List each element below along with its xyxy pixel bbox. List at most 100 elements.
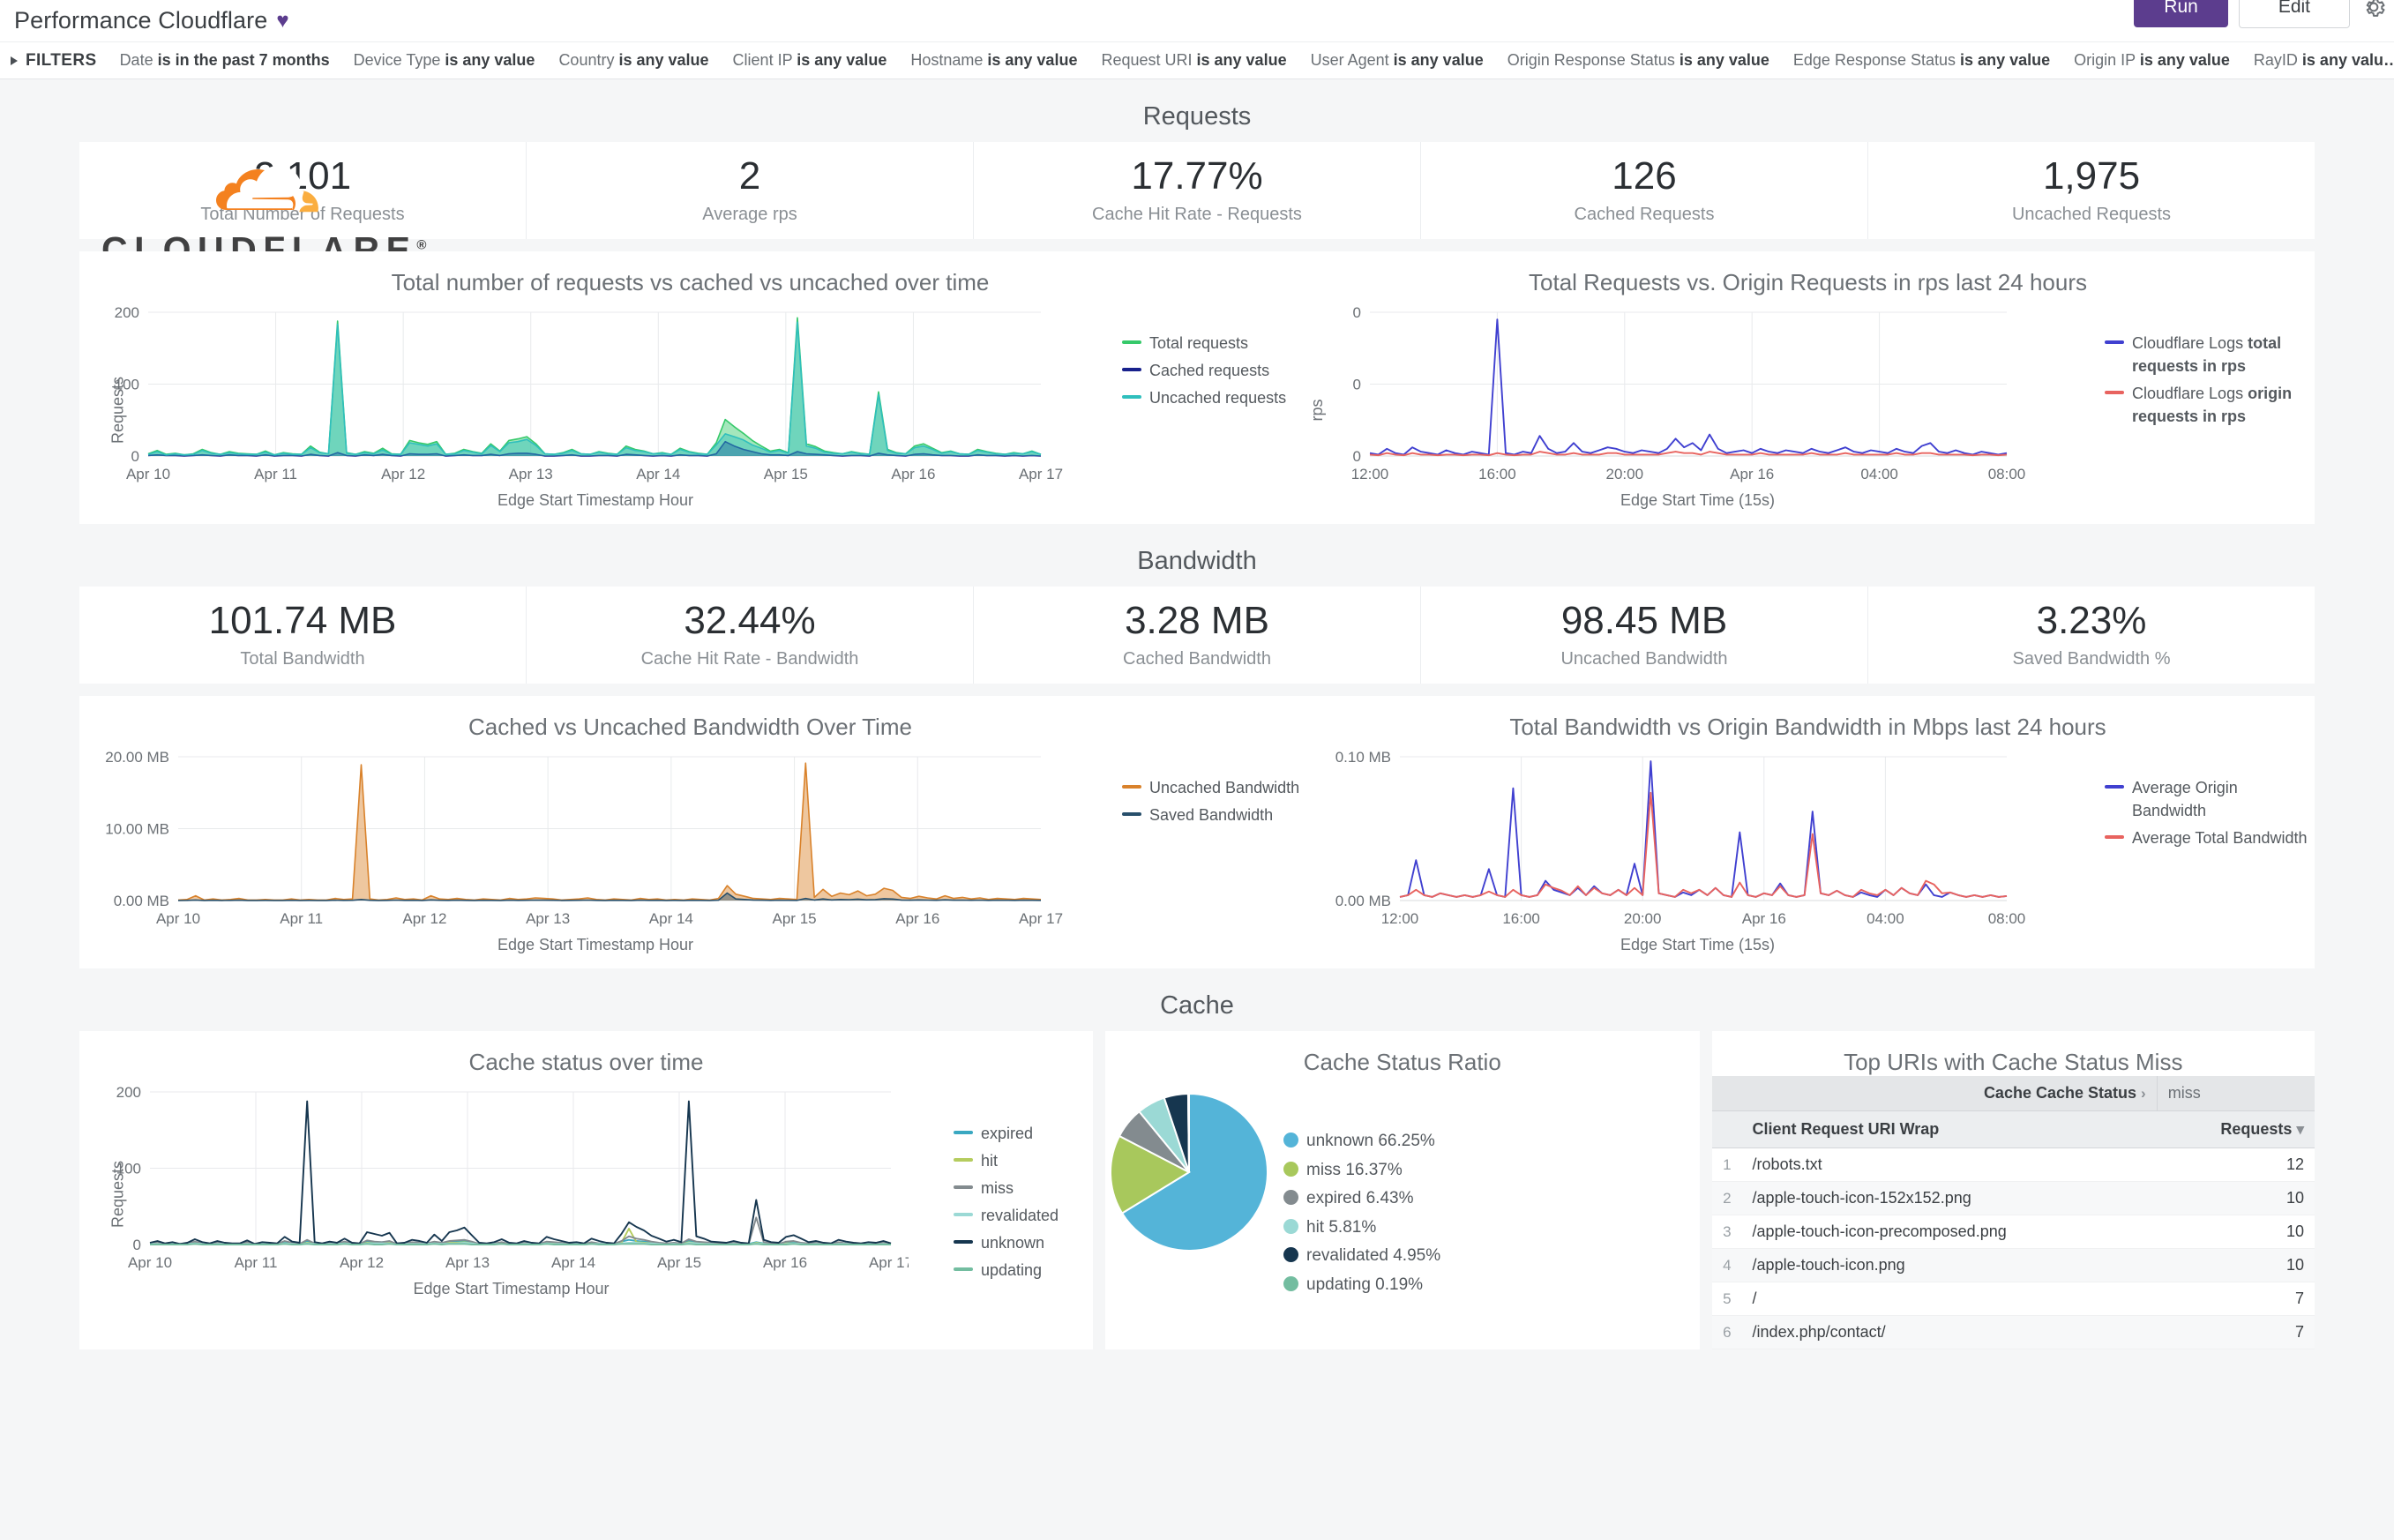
kpi-tile[interactable]: 98.45 MB Uncached Bandwidth — [1421, 587, 1868, 684]
filter-chip[interactable]: Origin Response Status is any value — [1507, 51, 1769, 69]
heart-icon[interactable]: ♥ — [276, 8, 289, 33]
legend-item[interactable]: expired 6.43% — [1283, 1186, 1520, 1211]
kpi-label: Cached Requests — [1574, 205, 1715, 225]
chart-panel-cache-status-over-time[interactable]: Cache status over time Requests 0 100 200 A… — [79, 1031, 1093, 1349]
row-uri[interactable]: / — [1741, 1282, 2158, 1316]
legend-swatch — [1283, 1275, 1298, 1291]
filter-chip[interactable]: RayID is any valu… — [2253, 51, 2394, 69]
kpi-tile[interactable]: 126 Cached Requests — [1421, 142, 1868, 239]
legend-label: updating 0.19% — [1306, 1275, 1424, 1294]
kpi-tile[interactable]: 3.23% Saved Bandwidth % — [1868, 587, 2315, 684]
table-group-header[interactable]: Cache Cache Status › — [1711, 1076, 2158, 1111]
legend-item[interactable]: Cloudflare Logs origin requests in rps — [2105, 382, 2315, 428]
row-uri[interactable]: /robots.txt — [1741, 1148, 2158, 1182]
filter-chip[interactable]: Hostname is any value — [910, 51, 1078, 69]
chevron-down-icon: ▾ — [2296, 1121, 2304, 1138]
svg-text:100: 100 — [115, 377, 139, 393]
legend-item[interactable]: expired — [954, 1122, 1093, 1145]
legend-swatch — [1122, 812, 1141, 817]
chart-area[interactable]: Requests 0 100 200 Apr 10 Apr 11 Apr 12 Apr 13… — [79, 1076, 943, 1312]
row-uri[interactable]: /index.php/contact/ — [1741, 1315, 2158, 1349]
filter-chip[interactable]: Date is in the past 7 months — [119, 51, 330, 69]
legend-item[interactable]: Average Origin Bandwidth — [2105, 776, 2315, 822]
row-uri[interactable]: /apple-touch-icon-precomposed.png — [1741, 1215, 2158, 1249]
row-uri[interactable]: /apple-touch-icon-152x152.png — [1741, 1181, 2158, 1215]
legend-item[interactable]: miss 16.37% — [1283, 1158, 1520, 1183]
legend-swatch — [954, 1267, 973, 1272]
legend-item[interactable]: updating — [954, 1259, 1093, 1282]
chart-area[interactable]: Requests 0 100 200 Apr 10 Apr 11 Apr 12 Apr 13… — [79, 296, 1111, 524]
table-col-requests[interactable]: Requests ▾ — [2157, 1110, 2315, 1148]
legend-item[interactable]: hit — [954, 1149, 1093, 1172]
legend-item[interactable]: revalidated 4.95% — [1283, 1244, 1520, 1268]
gear-icon[interactable] — [2360, 0, 2387, 20]
kpi-tile[interactable]: 1,975 Uncached Requests — [1868, 142, 2315, 239]
legend-label: expired — [981, 1125, 1034, 1142]
svg-text:0: 0 — [133, 1237, 141, 1253]
legend-item[interactable]: revalidated — [954, 1204, 1093, 1227]
table-col-uri[interactable]: Client Request URI Wrap — [1741, 1110, 2158, 1148]
filter-chip[interactable]: Country is any value — [558, 51, 709, 69]
table-row[interactable]: 5 / 7 — [1711, 1282, 2315, 1316]
legend-item[interactable]: unknown 66.25% — [1283, 1129, 1520, 1154]
filter-chip[interactable]: Edge Response Status is any value — [1792, 51, 2051, 69]
kpi-tile[interactable]: 3.28 MB Cached Bandwidth — [974, 587, 1421, 684]
legend-item[interactable]: Saved Bandwidth — [1122, 804, 1301, 826]
chart-panel-bandwidth-over-time[interactable]: Cached vs Uncached Bandwidth Over Time 0… — [79, 696, 1301, 968]
kpi-tile[interactable]: 2 Average rps — [527, 142, 974, 239]
filter-chip[interactable]: Device Type is any value — [353, 51, 535, 69]
legend-item[interactable]: updating 0.19% — [1283, 1273, 1520, 1297]
chart-area[interactable]: 0.00 MB 10.00 MB 20.00 MB Apr 10 Apr 11 Apr 1… — [79, 741, 1111, 968]
chart-area[interactable]: 0.00 MB 0.10 MB 12:00 16:00 20:00 Apr 16 04:00… — [1301, 741, 2094, 968]
table-row[interactable]: 2 /apple-touch-icon-152x152.png 10 — [1711, 1181, 2315, 1215]
section-title-bandwidth: Bandwidth — [1137, 547, 1257, 575]
kpi-tile[interactable]: 17.77% Cache Hit Rate - Requests — [974, 142, 1421, 239]
panel-title: Top URIs with Cache Status Miss — [1844, 1049, 2183, 1075]
chart-panel-requests-over-time[interactable]: Total number of requests vs cached vs un… — [79, 251, 1301, 524]
kpi-tile[interactable]: 32.44% Cache Hit Rate - Bandwidth — [527, 587, 974, 684]
legend-label: Cloudflare Logs origin requests in rps — [2132, 385, 2293, 426]
legend-swatch — [1283, 1161, 1298, 1177]
svg-text:Apr 11: Apr 11 — [280, 910, 323, 927]
run-button[interactable]: Run — [2134, 0, 2228, 27]
chart-panel-cache-status-ratio[interactable]: Cache Status Ratio unknown 66.25% miss 1… — [1105, 1031, 1700, 1349]
svg-text:0: 0 — [1353, 304, 1361, 321]
legend-item[interactable]: Uncached Bandwidth — [1122, 776, 1301, 799]
edit-button[interactable]: Edit — [2238, 0, 2350, 28]
filters-toggle[interactable]: FILTERS — [11, 51, 97, 71]
filter-chip[interactable]: Origin IP is any value — [2074, 51, 2230, 69]
chart-panel-bandwidth-mbps-24h[interactable]: Total Bandwidth vs Origin Bandwidth in M… — [1301, 696, 2315, 968]
x-axis-label: Edge Start Timestamp Hour — [497, 936, 694, 953]
chart-panel-requests-rps-24h[interactable]: Total Requests vs. Origin Requests in rp… — [1301, 251, 2315, 524]
row-uri[interactable]: /apple-touch-icon.png — [1741, 1248, 2158, 1282]
legend-item[interactable]: Cached requests — [1122, 359, 1301, 382]
filter-chip[interactable]: Request URI is any value — [1101, 51, 1287, 69]
kpi-label: Average rps — [702, 205, 797, 225]
svg-text:10.00 MB: 10.00 MB — [105, 821, 169, 838]
legend-item[interactable]: hit 5.81% — [1283, 1215, 1520, 1240]
kpi-tile[interactable]: 101.74 MB Total Bandwidth — [79, 587, 527, 684]
filter-chip[interactable]: User Agent is any value — [1310, 51, 1484, 69]
table-row[interactable]: 3 /apple-touch-icon-precomposed.png 10 — [1711, 1215, 2315, 1249]
table-row[interactable]: 4 /apple-touch-icon.png 10 — [1711, 1248, 2315, 1282]
filter-chip[interactable]: Client IP is any value — [732, 51, 887, 69]
top-uris-table[interactable]: Cache Cache Status › miss Client Request… — [1711, 1076, 2315, 1349]
svg-text:Apr 14: Apr 14 — [649, 910, 693, 927]
table-row[interactable]: 6 /index.php/contact/ 7 — [1711, 1315, 2315, 1349]
legend-item[interactable]: miss — [954, 1177, 1093, 1200]
legend-item[interactable]: Uncached requests — [1122, 386, 1301, 409]
legend-item[interactable]: Cloudflare Logs total requests in rps — [2105, 332, 2315, 378]
row-requests: 10 — [2157, 1181, 2315, 1215]
svg-text:16:00: 16:00 — [1502, 910, 1540, 927]
legend-item[interactable]: Average Total Bandwidth — [2105, 826, 2315, 849]
chart-area[interactable]: rps 0 0 0 12:00 16:00 20:00 Apr 16 04:00 08:00 E… — [1301, 296, 2094, 524]
table-row[interactable]: 1 /robots.txt 12 — [1711, 1148, 2315, 1182]
pie-chart-svg-container[interactable] — [1105, 1088, 1273, 1301]
table-panel-top-uris[interactable]: Top URIs with Cache Status Miss Cache Ca… — [1711, 1031, 2315, 1349]
legend-swatch — [1122, 368, 1141, 372]
kpi-label: Total Bandwidth — [240, 649, 365, 669]
legend-label: unknown 66.25% — [1306, 1132, 1435, 1150]
legend-item[interactable]: Total requests — [1122, 332, 1301, 355]
svg-text:200: 200 — [115, 304, 139, 321]
legend-item[interactable]: unknown — [954, 1231, 1093, 1254]
